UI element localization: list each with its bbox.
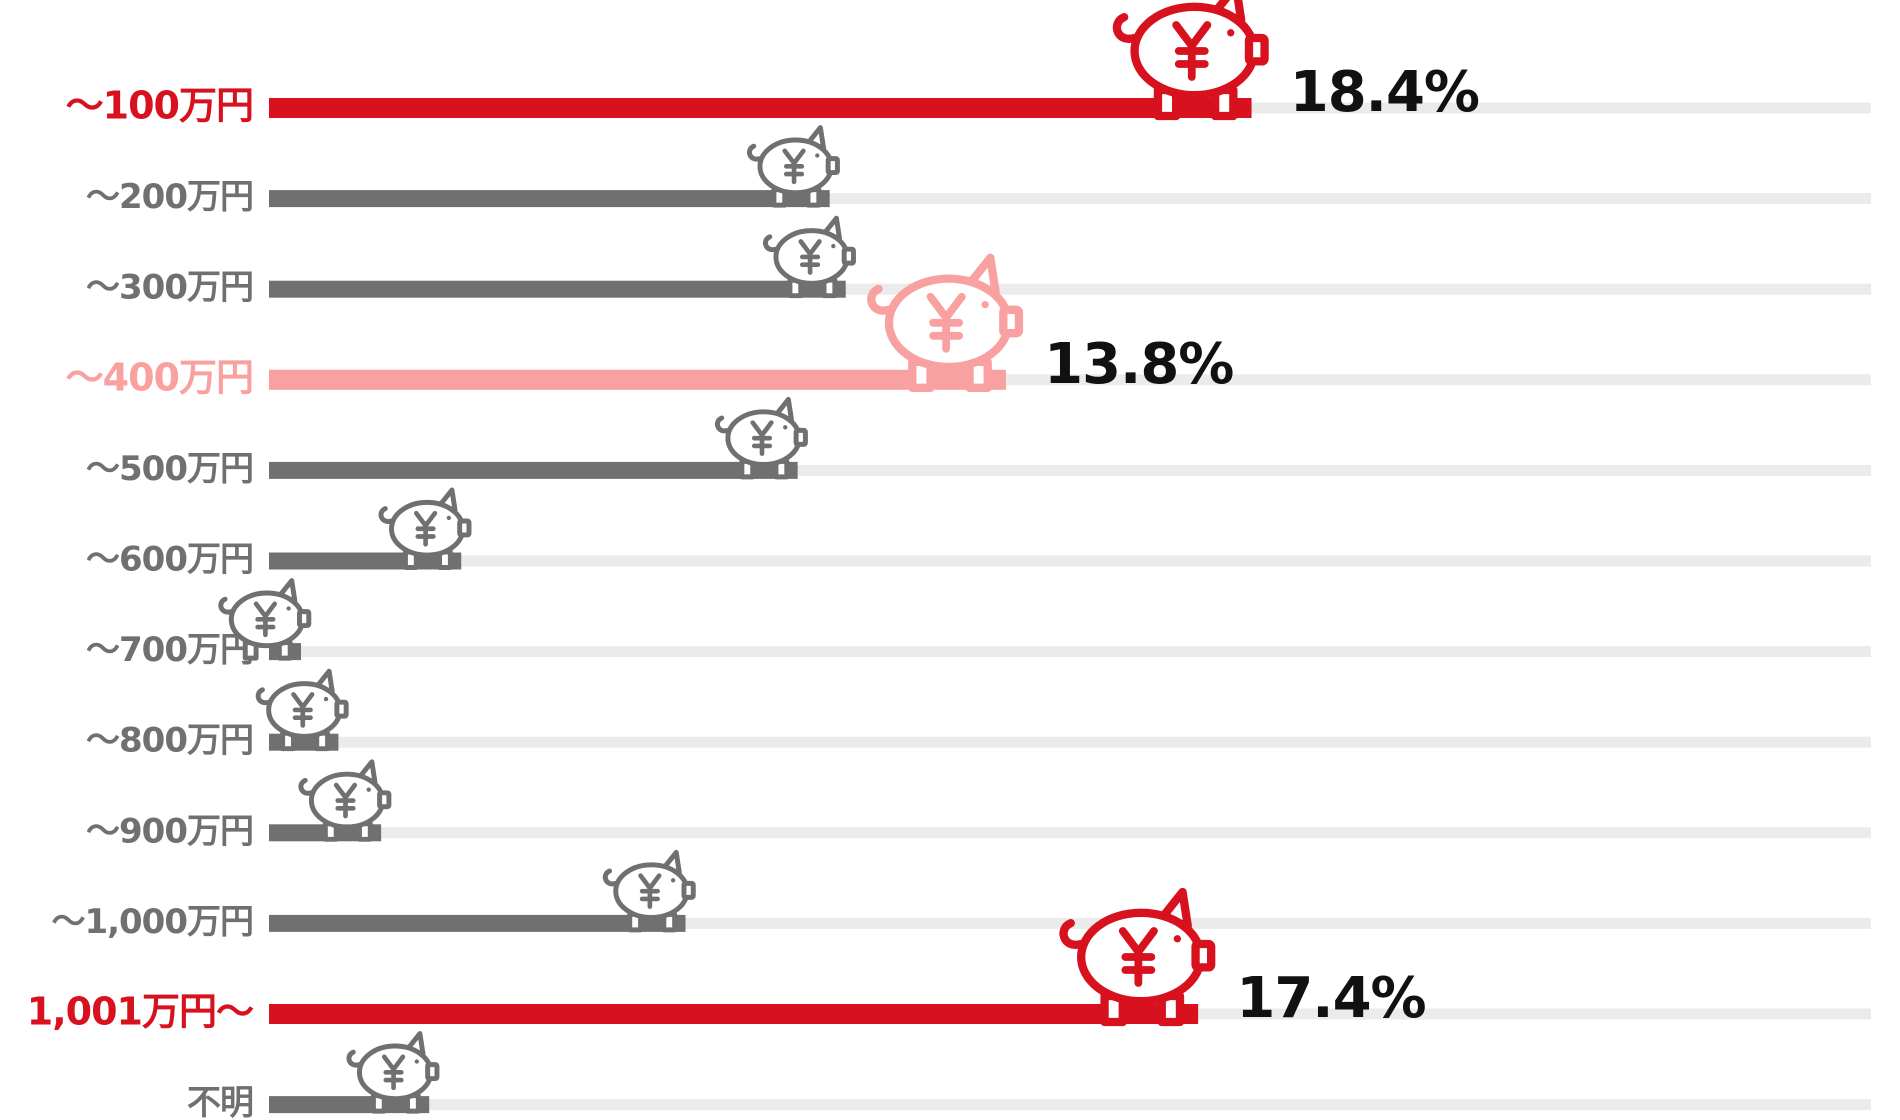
pig-icon (747, 125, 840, 208)
y-tick-label: 〜300万円 (86, 268, 253, 308)
pig-snout (681, 880, 696, 900)
pig-eye (670, 878, 676, 883)
y-tick-label: 〜800万円 (86, 721, 253, 761)
yen-sign (798, 239, 822, 275)
pig-snout (841, 246, 856, 266)
pig-tail (218, 596, 234, 615)
yen-sign (1118, 927, 1158, 987)
y-tick-label: 〜500万円 (86, 449, 253, 489)
pig-icon (255, 668, 349, 752)
pig-eye (286, 606, 291, 611)
yen-sign (638, 873, 662, 909)
pig-icon (1059, 887, 1216, 1027)
y-tick-label: 〜600万円 (86, 540, 253, 580)
pig-tail (747, 143, 763, 162)
pig-icon (602, 849, 696, 933)
pig-tail (298, 777, 314, 796)
yen-sign (750, 420, 774, 456)
pig-snout (425, 1062, 440, 1082)
bar-track (269, 283, 1871, 295)
pig-tail (867, 284, 894, 315)
pig-eye (1227, 29, 1235, 37)
value-label: 18.4% (1290, 60, 1479, 125)
y-tick-label: 〜200万円 (86, 177, 253, 217)
bar (269, 461, 798, 479)
pig-snout (1244, 33, 1269, 66)
yen-sign (381, 1054, 406, 1091)
y-tick-label: 〜900万円 (86, 811, 253, 851)
pig-snout (825, 156, 840, 176)
y-tick-label: 不明 (187, 1083, 253, 1120)
pig-eye (446, 515, 452, 521)
pig-snout (793, 427, 808, 447)
yen-sign (253, 601, 278, 638)
y-tick-label: 〜700万円 (86, 630, 253, 670)
pig-icon (714, 396, 808, 480)
yen-sign (926, 292, 966, 353)
y-tick-label: 〜100万円 (66, 84, 253, 128)
bar-track (269, 646, 1871, 658)
pig-tail (1059, 919, 1086, 949)
yen-sign (333, 782, 358, 819)
pig-icon (867, 253, 1024, 392)
pig-eye (1173, 935, 1181, 943)
pig-tail (255, 687, 272, 706)
pig-snout (334, 699, 349, 719)
y-tick-label: 1,001万円〜 (27, 990, 254, 1034)
bar-track (269, 1099, 1871, 1111)
y-tick-label: 〜400万円 (66, 355, 253, 399)
bar (269, 280, 846, 298)
value-label: 13.8% (1044, 332, 1233, 397)
bar-track (269, 736, 1871, 748)
pig-eye (815, 153, 820, 158)
pig-tail (602, 868, 619, 887)
pig-tail (714, 415, 731, 434)
pig-eye (981, 300, 989, 309)
pig-snout (377, 790, 392, 810)
bar (269, 1004, 1199, 1024)
yen-sign (1172, 21, 1212, 81)
yen-sign (291, 692, 315, 728)
bar (269, 914, 686, 932)
bar (269, 190, 830, 208)
pig-icon (218, 578, 312, 661)
pig-icon (298, 759, 392, 842)
bar-track (269, 827, 1871, 839)
pig-eye (831, 243, 836, 249)
bar-track (269, 464, 1871, 476)
pig-icon (1112, 0, 1269, 121)
pig-eye (323, 696, 329, 702)
pig-snout (999, 305, 1024, 338)
pig-icon (378, 487, 472, 570)
bar (269, 98, 1252, 118)
bar-track (269, 374, 1871, 386)
bar (269, 369, 1006, 390)
value-label: 17.4% (1236, 966, 1425, 1031)
pig-icon (763, 215, 856, 299)
yen-sign (413, 510, 438, 547)
bar-track (269, 555, 1871, 567)
bar-track (269, 193, 1871, 205)
pig-tail (346, 1049, 362, 1068)
pig-tail (1112, 13, 1139, 43)
yen-sign (782, 148, 806, 185)
pig-eye (783, 425, 788, 430)
pig-icon (346, 1031, 440, 1114)
pig-snout (457, 518, 472, 538)
pig-tail (378, 506, 394, 524)
y-tick-label: 〜1,000万円 (51, 902, 253, 942)
pig-snout (297, 609, 312, 629)
pig-snout (1191, 939, 1216, 972)
pig-tail (763, 234, 779, 253)
pig-eye (414, 1059, 419, 1064)
pig-eye (366, 787, 371, 792)
